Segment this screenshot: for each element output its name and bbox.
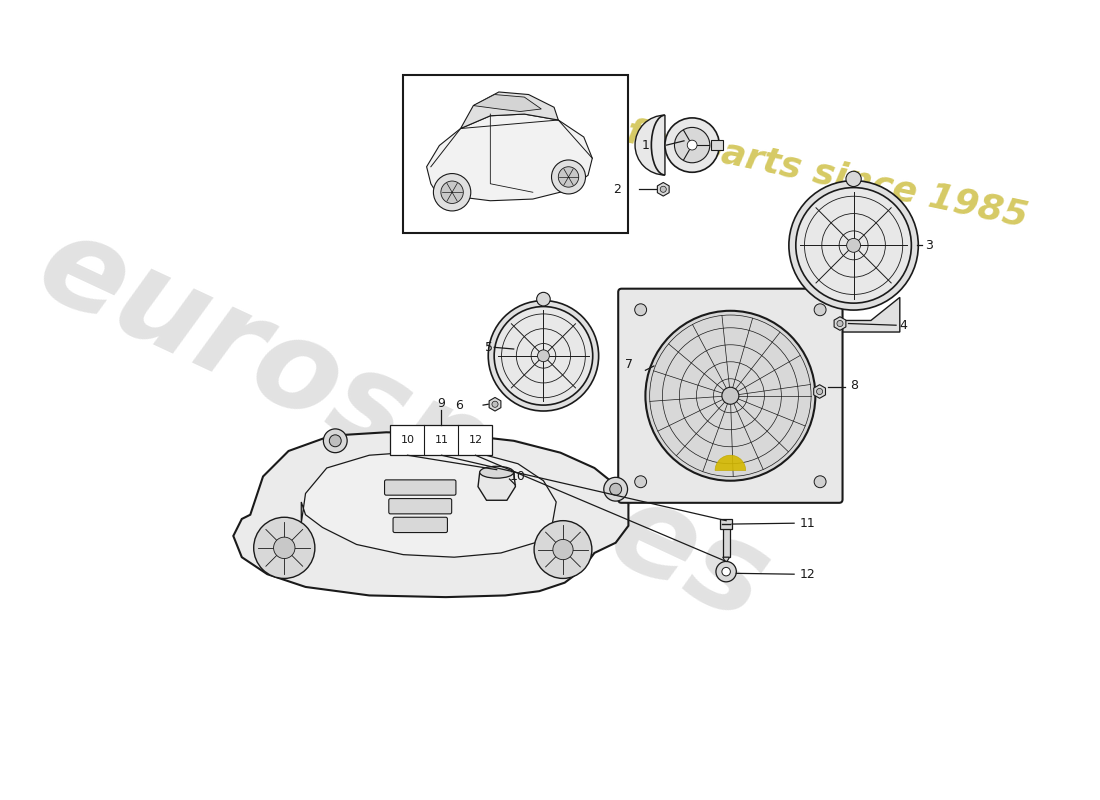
Circle shape <box>646 310 815 481</box>
Text: 3: 3 <box>925 239 933 252</box>
Text: 1: 1 <box>641 138 650 151</box>
Circle shape <box>441 181 463 203</box>
Text: eurospares: eurospares <box>20 204 786 647</box>
Bar <box>404 75 628 233</box>
Polygon shape <box>473 94 541 111</box>
Circle shape <box>433 174 471 211</box>
Text: 12: 12 <box>469 435 483 446</box>
Polygon shape <box>478 472 516 500</box>
Polygon shape <box>807 298 900 332</box>
Circle shape <box>795 187 912 303</box>
Text: 11: 11 <box>800 517 815 530</box>
Circle shape <box>538 350 549 362</box>
Circle shape <box>789 181 918 310</box>
Text: 10: 10 <box>509 470 526 483</box>
Circle shape <box>635 304 647 316</box>
Circle shape <box>847 238 860 252</box>
Polygon shape <box>490 398 500 411</box>
Bar <box>390 426 493 455</box>
Polygon shape <box>301 451 557 557</box>
Polygon shape <box>834 317 846 330</box>
Bar <box>720 519 733 529</box>
Circle shape <box>609 483 622 495</box>
FancyBboxPatch shape <box>388 498 452 514</box>
Text: 5: 5 <box>485 341 493 354</box>
Text: 10: 10 <box>400 435 415 446</box>
Polygon shape <box>233 432 628 597</box>
Circle shape <box>814 476 826 488</box>
Circle shape <box>553 539 573 560</box>
Text: 4: 4 <box>900 318 908 332</box>
Circle shape <box>329 435 341 446</box>
Text: 7: 7 <box>625 358 632 371</box>
Circle shape <box>722 567 730 576</box>
Text: 2: 2 <box>613 182 620 196</box>
Circle shape <box>274 537 295 558</box>
Circle shape <box>660 186 667 192</box>
Polygon shape <box>461 92 559 129</box>
Circle shape <box>492 401 498 407</box>
Circle shape <box>722 387 739 404</box>
Text: a passion for parts since 1985: a passion for parts since 1985 <box>421 73 1031 234</box>
Circle shape <box>846 171 861 186</box>
Circle shape <box>814 304 826 316</box>
Circle shape <box>494 306 593 405</box>
FancyBboxPatch shape <box>385 480 455 495</box>
Circle shape <box>323 429 348 453</box>
Text: 6: 6 <box>454 398 463 411</box>
FancyBboxPatch shape <box>393 518 448 533</box>
Bar <box>712 140 723 150</box>
Circle shape <box>674 127 710 162</box>
Text: 8: 8 <box>850 379 858 392</box>
Circle shape <box>559 166 579 187</box>
Text: 9: 9 <box>438 397 446 410</box>
Ellipse shape <box>480 466 514 478</box>
Polygon shape <box>723 557 729 563</box>
Polygon shape <box>427 114 592 201</box>
Circle shape <box>635 476 647 488</box>
Circle shape <box>254 518 315 578</box>
Text: 12: 12 <box>800 568 815 581</box>
Circle shape <box>716 562 736 582</box>
Wedge shape <box>715 455 746 470</box>
Circle shape <box>604 478 628 501</box>
Circle shape <box>537 292 550 306</box>
Circle shape <box>816 389 823 394</box>
Circle shape <box>666 118 719 172</box>
Circle shape <box>688 140 697 150</box>
Bar <box>723 527 729 557</box>
Polygon shape <box>658 182 669 196</box>
Wedge shape <box>635 115 666 175</box>
Text: 11: 11 <box>434 435 449 446</box>
Circle shape <box>551 160 585 194</box>
Circle shape <box>535 521 592 578</box>
FancyBboxPatch shape <box>618 289 843 503</box>
Circle shape <box>837 321 843 326</box>
Circle shape <box>488 301 598 411</box>
Polygon shape <box>814 385 825 398</box>
